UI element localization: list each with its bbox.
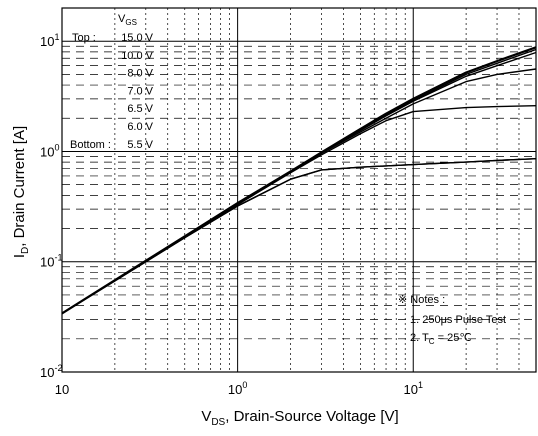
y-axis-label-sub: D [20,247,31,254]
legend-header-main: V [118,13,126,25]
y-tick-label: 10-2 [40,363,62,380]
plot-frame [61,7,537,373]
legend-entry: 7.0 V [127,85,153,97]
x-axis-label-sub: DS [211,417,225,428]
x-tick-label: 101 [404,380,423,397]
y-tick-exponent: -1 [54,253,62,263]
y-tick-exponent: 1 [54,32,59,42]
legend-entry: 5.5 V [127,139,153,151]
series-line [61,158,537,314]
y-tick-exponent: -2 [54,363,62,373]
legend-entry: 6.0 V [127,121,153,133]
x-axis-label: VDS, Drain-Source Voltage [V] [201,408,398,428]
x-tick-base: 10 [55,382,69,397]
y-tick-base: 10 [40,144,54,159]
legend-header-sub: GS [125,18,137,27]
x-axis-label-main: V [201,408,211,425]
notes-box: ※ Notes : 1. 250μs Pulse Test 2. TC = 25… [398,294,506,346]
x-axis-label-rest: , Drain-Source Voltage [V] [225,408,398,425]
legend-entry: 6.5 V [127,103,153,115]
x-tick-exponent: 1 [418,380,423,390]
series-layer [61,46,537,315]
notes-line2-sub: C [429,337,435,346]
notes-line1: 1. 250μs Pulse Test [410,314,506,326]
x-tick-label: 10 [55,382,69,397]
y-axis-label: ID, Drain Current [A] [11,126,31,258]
series-line [61,105,537,314]
legend-entry: 8.0 V [127,68,153,80]
y-tick-base: 10 [40,34,54,49]
y-tick-label: 101 [40,32,59,49]
legend-header: VGS [118,13,137,27]
notes-title: ※ Notes : [398,294,445,306]
x-tick-base: 10 [228,382,242,397]
legend-entry: 10.0 V [121,50,153,62]
y-axis-label-main: I [11,254,28,258]
x-tick-exponent: 0 [242,380,247,390]
y-tick-label: 100 [40,142,59,159]
y-tick-base: 10 [40,255,54,270]
series-line [61,158,537,314]
notes-line2-rest: = 25℃ [435,332,472,344]
legend-entry: 15.0 V [121,32,153,44]
notes-line2: 2. TC = 25℃ [410,332,472,346]
x-tick-base: 10 [404,382,418,397]
y-tick-base: 10 [40,365,54,380]
x-tick-label: 100 [228,380,247,397]
y-tick-label: 10-1 [40,253,62,270]
legend-entries: 15.0 V 10.0 V 8.0 V 7.0 V 6.5 V 6.0 V 5.5 V [121,32,153,151]
y-tick-exponent: 0 [54,142,59,152]
notes-line2-prefix: 2. T [410,332,429,344]
legend-bottom-label: Bottom : [70,139,111,151]
legend-top-label: Top : [72,32,96,44]
legend: VGS Top : Bottom : 15.0 V 10.0 V 8.0 V 7.0 … [70,13,154,151]
y-axis-label-rest: , Drain Current [A] [11,126,28,247]
